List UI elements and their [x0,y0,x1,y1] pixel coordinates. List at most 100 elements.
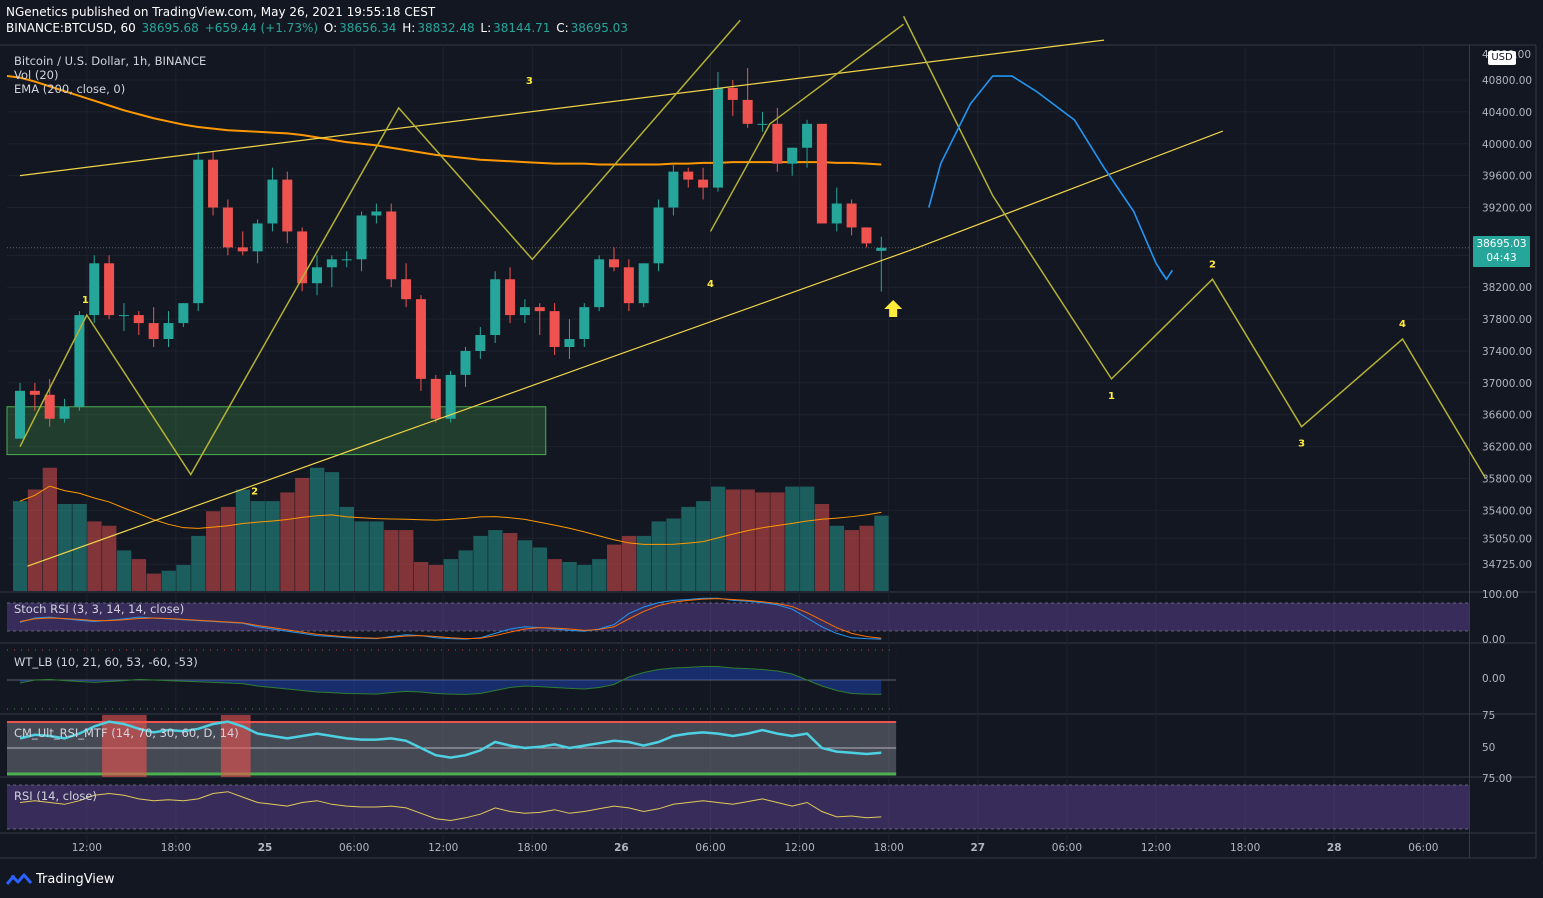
volume-bar [859,525,874,591]
rsi-legend[interactable]: RSI (14, close) [14,789,97,803]
volume-bar [354,521,369,591]
volume-bar [443,559,458,591]
cm-rsi-line [19,720,882,759]
rsi-line [19,791,882,822]
volume-bar [250,501,265,591]
candle-up [564,339,575,347]
volume-bar [161,570,176,591]
candle-up [74,315,85,407]
candle-down [148,323,159,340]
price-axis-label: 40400.00 [1482,107,1532,119]
candle-up [118,315,129,317]
candle-up [802,123,813,148]
time-axis-label: 12:00 [784,842,814,854]
time-axis-label: 18:00 [517,842,547,854]
candle-down [549,311,560,347]
candle-down [505,279,516,316]
candle-up [831,203,842,224]
chart-header: NGenetics published on TradingView.com, … [6,4,630,36]
candle-up [460,350,471,375]
volume-bar [755,492,770,591]
volume-bar [102,525,117,591]
volume-bar [785,486,800,591]
candle-up [668,171,679,208]
volume-bar [844,530,859,591]
volume-bar [547,559,562,591]
wave-label: 4 [707,279,714,290]
symbol-name: BINANCE:BTCUSD, 60 [6,21,136,35]
candlesticks [15,68,887,439]
price-axis-label: 35050.00 [1482,533,1532,545]
wt-legend[interactable]: WT_LB (10, 21, 60, 53, -60, -53) [14,655,198,669]
time-axis-label: 18:00 [1230,842,1260,854]
low-value: 38144.71 [493,21,551,35]
volume-bar [27,489,43,591]
time-axis-label: 26 [614,842,629,854]
time-axis-label: 12:00 [428,842,458,854]
currency-badge[interactable]: USD [1488,51,1516,65]
time-axis-label: 06:00 [339,842,369,854]
volume-bar [666,518,681,591]
volume-bar [503,533,518,591]
wt-line [19,666,882,695]
volume-bar [399,530,414,591]
vol-legend[interactable]: Vol (20) [14,68,59,82]
time-axis: 12:00 18:00 25 06:00 12:00 18:00 26 06:00 12:00 1… [72,842,1439,854]
stoch-d-line [19,598,882,640]
volume-bar [725,489,741,591]
candle-down [29,390,40,395]
publisher-line: NGenetics published on TradingView.com, … [6,5,436,19]
price-axis-label: 38200.00 [1482,282,1532,294]
ema-200-line [6,75,882,166]
candle-up [594,259,605,308]
candle-down [846,203,857,228]
time-axis-label: 06:00 [695,842,725,854]
volume-bar [592,559,607,591]
candle-down [816,123,827,224]
candle-down [133,315,144,324]
volume-bar [265,501,280,591]
volume-bar [191,535,206,591]
volume-bar [310,467,325,591]
close-label: C: [556,21,569,35]
ema-legend[interactable]: EMA (200, close, 0) [14,82,126,96]
price-axis-label: 37400.00 [1482,346,1532,358]
tradingview-footer[interactable]: TradingView [6,872,115,887]
volume-bar [116,550,132,591]
price-axis-label: 40800.00 [1482,75,1532,87]
indicator-panes [7,597,1469,830]
volume-bar [339,506,354,591]
candle-down [104,263,115,316]
price-axis-label: 37000.00 [1482,378,1532,390]
candle-down [683,171,694,180]
open-value: 38656.34 [339,21,397,35]
price-axis: 34725.00 35050.00 35400.00 35800.00 36200.00… [1482,49,1532,785]
time-axis-label: 12:00 [1141,842,1171,854]
time-axis-label: 06:00 [1408,842,1438,854]
elliott-wave-path [19,19,741,476]
time-axis-label: 28 [1327,842,1342,854]
cm-legend[interactable]: CM_Ult_RSI_MTF (14, 70, 30, 60, D, 14) [14,726,239,740]
candle-down [772,123,783,164]
candle-down [44,394,55,419]
candle-down [742,99,753,124]
candle-up [341,259,352,261]
volume-bar [369,521,384,591]
candle-up [59,406,70,419]
volume-bar [681,506,696,591]
projection-wave-label: 4 [1399,319,1406,330]
volume-bar [488,530,503,591]
price-axis-label: 36600.00 [1482,410,1532,422]
ema-200-polyline [6,75,882,166]
trendline [27,130,1224,567]
candle-up [193,159,204,304]
candle-up [312,267,322,284]
volume-bar [607,544,622,591]
volume-bar [87,521,102,591]
stoch-legend[interactable]: Stoch RSI (3, 3, 14, 14, close) [14,602,185,616]
volume-bar [710,486,726,591]
main-legend-title[interactable]: Bitcoin / U.S. Dollar, 1h, BINANCE [14,54,207,68]
time-axis-label: 27 [971,842,986,854]
last-price-tag-value: 38695.03 [1476,238,1527,250]
stoch-band [7,603,1469,631]
